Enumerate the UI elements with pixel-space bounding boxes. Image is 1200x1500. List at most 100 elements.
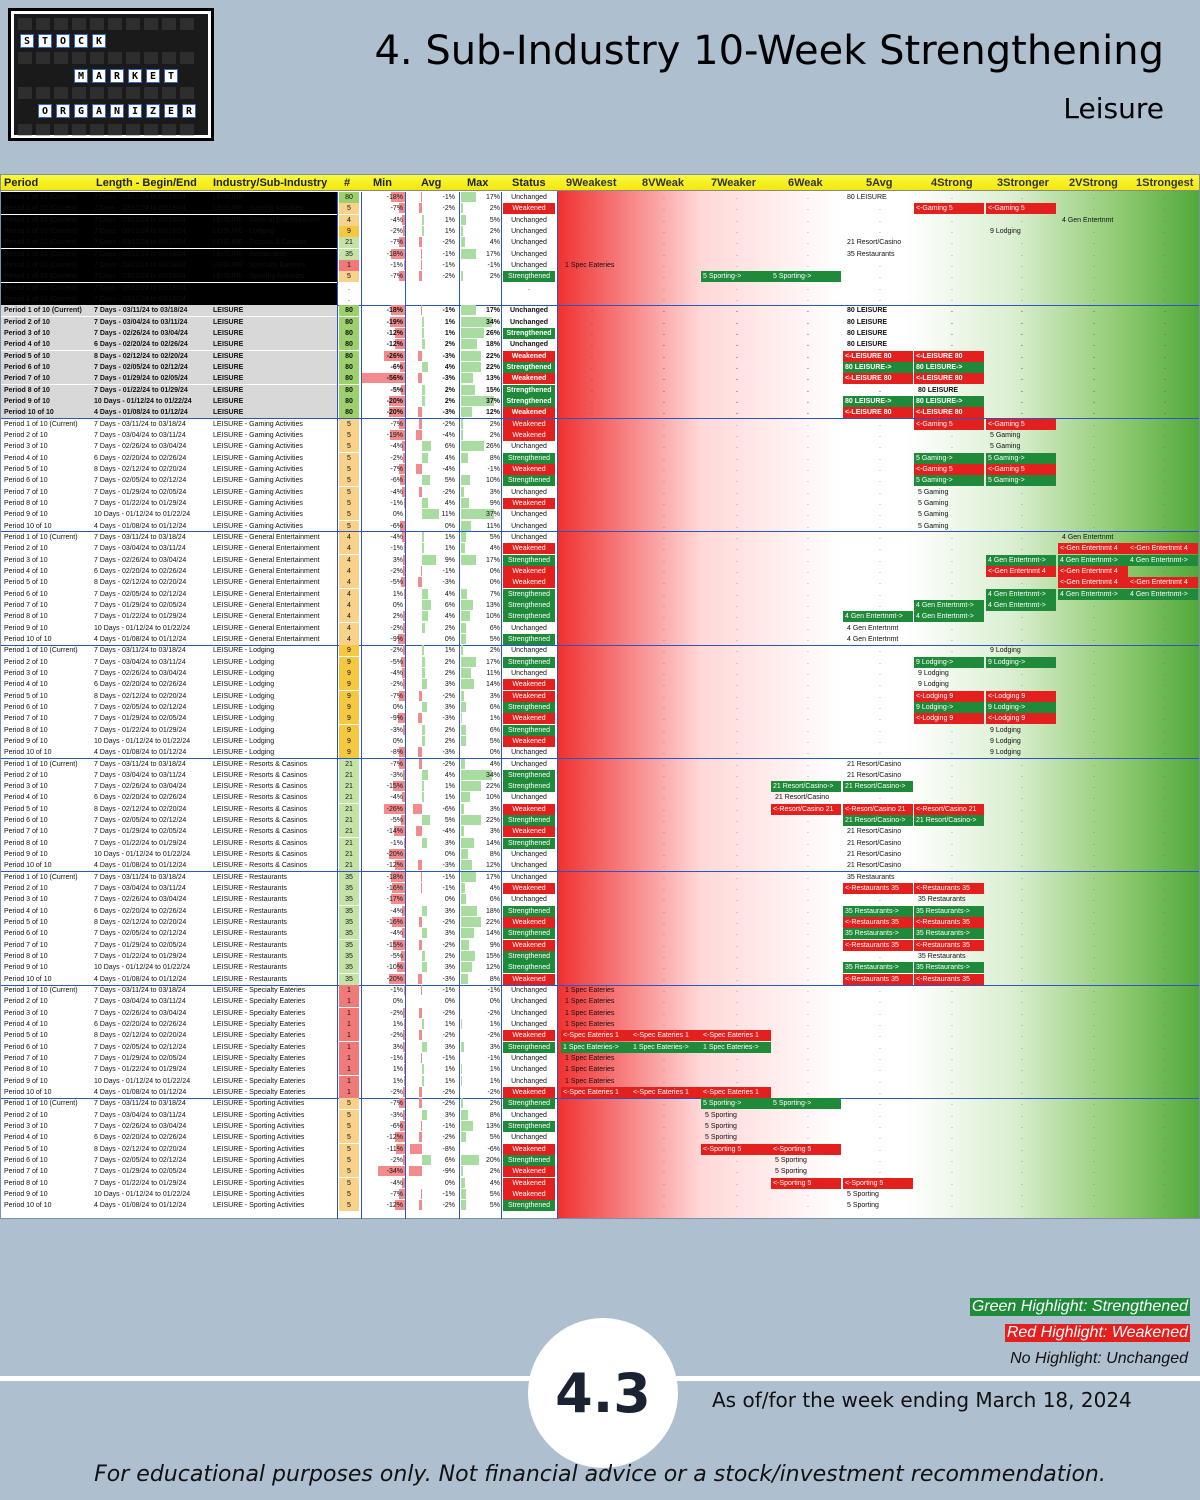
min-value: -6% xyxy=(390,1123,403,1131)
empty-level-cell: . xyxy=(1021,669,1023,677)
empty-level-cell: . xyxy=(1093,1021,1095,1029)
level-entry: <-Restaurants 35 xyxy=(914,883,984,895)
period-cell: Period 6 of 10 xyxy=(4,703,48,711)
empty-level-cell: . xyxy=(591,477,593,485)
level-entry: 4 Gen Entertnmt xyxy=(1062,216,1114,224)
level-entry: 35 Restaurants xyxy=(847,873,895,881)
avg-bar xyxy=(422,962,427,973)
min-value: -2% xyxy=(390,567,403,575)
status-cell: Weakened xyxy=(503,418,555,430)
empty-level-cell: . xyxy=(951,533,953,541)
max-bar xyxy=(461,599,473,610)
group-separator xyxy=(1,644,1199,646)
empty-level-cell: . xyxy=(1021,545,1023,553)
empty-level-cell: . xyxy=(663,363,665,371)
empty-level-cell: . xyxy=(807,250,809,258)
status-cell: Unchanged xyxy=(509,318,549,326)
industry-cell: LEISURE - Gaming Activities xyxy=(213,465,303,473)
status-cell: Unchanged xyxy=(511,533,547,541)
industry-cell: LEISURE xyxy=(213,397,244,405)
period-cell: Period 9 of 10 xyxy=(4,964,48,972)
empty-level-cell: . xyxy=(736,409,738,417)
empty-level-cell: . xyxy=(807,896,809,904)
empty-level-cell: . xyxy=(591,431,593,439)
period-cell: Period 8 of 10 xyxy=(4,726,48,734)
period-cell: Period 7 of 10 xyxy=(4,488,48,496)
empty-level-cell: . xyxy=(951,556,953,564)
empty-level-cell: . xyxy=(663,1055,665,1063)
avg-bar xyxy=(419,1007,422,1018)
table-row: Period 1 of 10 (Current) 7 Days - 03/11/2… xyxy=(1,192,1199,203)
industry-cell: LEISURE - Resorts & Casinos xyxy=(213,794,308,802)
logo-letter: Z xyxy=(146,104,160,118)
count-cell: 21 xyxy=(339,860,359,872)
empty-level-cell: . xyxy=(663,828,665,836)
level-entry: 80 LEISURE-> xyxy=(843,361,913,373)
empty-level-cell: . xyxy=(1164,624,1166,632)
empty-level-cell: . xyxy=(1093,488,1095,496)
max-value: 13% xyxy=(485,375,500,383)
max-value: 5% xyxy=(489,1191,500,1199)
level-entry: 5 Sporting xyxy=(705,1111,737,1119)
empty-level-cell: . xyxy=(807,1077,809,1085)
table-row: Period 9 of 10 10 Days - 01/12/24 to 01/2… xyxy=(1,1189,1199,1201)
empty-level-cell: . xyxy=(591,567,593,575)
table-row: Period 10 of 10 4 Days - 01/08/24 to 01/1… xyxy=(1,747,1199,759)
empty-level-cell: . xyxy=(951,284,953,292)
max-value: 10% xyxy=(485,477,500,485)
max-value: 8% xyxy=(489,1111,500,1119)
empty-level-cell: . xyxy=(736,556,738,564)
level-entry: <-Gen Entertnmt 4 xyxy=(1128,543,1198,555)
empty-level-cell: . xyxy=(807,194,809,201)
empty-level-cell: . xyxy=(1093,352,1095,360)
period-cell: Period 3 of 10 xyxy=(4,896,48,904)
empty-level-cell: . xyxy=(736,1202,738,1210)
column-divider xyxy=(501,192,502,1219)
empty-level-cell: . xyxy=(1164,987,1166,995)
empty-level-cell: . xyxy=(1093,465,1095,473)
empty-level-cell: . xyxy=(1093,227,1095,235)
column-header: 5Avg xyxy=(866,177,893,189)
max-value: -1% xyxy=(487,1055,500,1063)
min-value: -4% xyxy=(390,488,403,496)
max-bar xyxy=(461,690,464,701)
empty-level-cell: . xyxy=(663,579,665,587)
max-value: 18% xyxy=(485,341,500,349)
length-cell: 7 Days - 03/11/24 to 03/18/24 xyxy=(94,647,186,655)
table-row: Period 7 of 10 7 Days - 01/29/24 to 02/05… xyxy=(1,1166,1199,1178)
count-cell: 1 xyxy=(339,1075,359,1087)
empty-level-cell: . xyxy=(591,386,593,394)
count-cell: 5 xyxy=(339,1132,359,1144)
empty-level-cell: . xyxy=(1021,375,1023,383)
empty-level-cell: . xyxy=(807,624,809,632)
empty-level-cell: . xyxy=(1164,783,1166,791)
status-cell: Strengthened xyxy=(503,724,555,736)
empty-level-cell: . xyxy=(1093,975,1095,983)
empty-level-cell: . xyxy=(1164,375,1166,383)
level-entry: 1 Spec Eateries-> xyxy=(701,1041,771,1053)
max-bar xyxy=(461,781,481,792)
min-bar xyxy=(403,452,405,463)
count-cell: 80 xyxy=(339,373,359,385)
empty-level-cell: . xyxy=(591,794,593,802)
avg-value: 1% xyxy=(444,1077,455,1085)
empty-level-cell: . xyxy=(1093,987,1095,995)
max-bar xyxy=(461,758,465,769)
empty-level-cell: . xyxy=(736,692,738,700)
avg-value: 2% xyxy=(444,341,455,349)
level-entry: <-Sporting 5 xyxy=(843,1177,913,1189)
table-row: Period 3 of 10 7 Days - 02/26/24 to 03/04… xyxy=(1,1121,1199,1133)
min-bar xyxy=(403,1155,405,1166)
empty-level-cell: . xyxy=(736,465,738,473)
empty-level-cell: . xyxy=(879,216,881,224)
empty-level-cell: . xyxy=(879,443,881,451)
empty-level-cell: . xyxy=(736,771,738,779)
empty-level-cell: . xyxy=(807,1123,809,1131)
status-cell: Unchanged xyxy=(511,669,547,677)
level-entry: 9 Lodging xyxy=(990,737,1021,745)
industry-cell: LEISURE - Sporting Activities xyxy=(213,1157,305,1165)
empty-level-cell: . xyxy=(663,431,665,439)
empty-level-cell: . xyxy=(951,341,953,349)
empty-level-cell: . xyxy=(807,964,809,972)
